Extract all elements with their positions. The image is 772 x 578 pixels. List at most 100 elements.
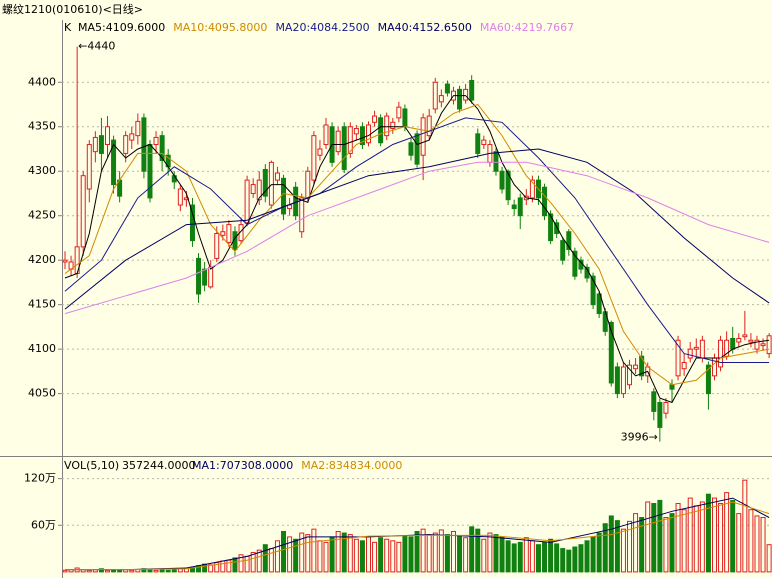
volume-bar xyxy=(329,536,335,573)
volume-tick-label: 60万 xyxy=(31,518,56,531)
legend-entry: MA10:4095.8000 xyxy=(173,21,267,34)
candle-body xyxy=(214,232,220,259)
volume-bar xyxy=(505,540,511,573)
candle-body xyxy=(572,250,578,277)
volume-bar xyxy=(584,540,590,573)
candle-body xyxy=(305,170,311,199)
candle-body xyxy=(262,168,268,197)
candle-body xyxy=(499,170,505,190)
header-label: K xyxy=(64,21,72,34)
volume-bar xyxy=(262,544,268,573)
candle-body xyxy=(335,130,341,153)
volume-bar xyxy=(681,509,687,573)
volume-bar xyxy=(529,540,535,573)
y-tick-label: 4200 xyxy=(28,253,56,266)
volume-bar xyxy=(396,541,402,573)
candle-body xyxy=(353,128,359,135)
volume-tick-label: 120万 xyxy=(24,472,56,485)
volume-bar xyxy=(366,536,371,573)
candle-body xyxy=(760,343,766,347)
volume-bar xyxy=(511,543,517,573)
volume-bar xyxy=(372,541,378,573)
volume-title: VOL(5,10) xyxy=(64,459,119,472)
candle-body xyxy=(141,117,147,172)
volume-bar xyxy=(481,538,487,573)
legend-entry: MA60:4219.7667 xyxy=(480,21,574,34)
volume-bar xyxy=(596,532,602,573)
volume-bar xyxy=(620,528,626,573)
candle-body xyxy=(669,384,675,390)
volume-bar xyxy=(238,554,244,573)
volume-bar xyxy=(353,538,359,573)
candle-body xyxy=(159,135,165,162)
candle-body xyxy=(341,126,347,170)
candle-body xyxy=(111,139,117,186)
y-tick-label: 4350 xyxy=(28,120,56,133)
volume-bar xyxy=(444,534,450,573)
candle-body xyxy=(505,170,511,201)
annotation: ←4440 xyxy=(78,40,115,53)
volume-bar xyxy=(378,537,384,573)
volume-bar xyxy=(220,560,226,573)
candle-body xyxy=(736,337,742,343)
volume-bar xyxy=(317,540,323,573)
volume-bar xyxy=(129,569,135,573)
candle-body xyxy=(590,275,596,306)
candle-body xyxy=(651,391,657,412)
volume-bar xyxy=(323,541,329,573)
candle-body xyxy=(244,179,250,224)
candle-body xyxy=(250,184,256,194)
volume-bar xyxy=(608,515,614,573)
volume-bar xyxy=(432,532,438,573)
candle-body xyxy=(220,231,226,236)
volume-bar xyxy=(548,538,554,573)
candle-body xyxy=(171,175,177,183)
volume-bar xyxy=(523,537,529,573)
candle-body xyxy=(517,197,523,217)
candle-body xyxy=(548,213,554,242)
volume-bar xyxy=(147,569,153,573)
volume-bar xyxy=(402,535,408,573)
volume-bar xyxy=(281,530,287,573)
volume-bar xyxy=(493,534,499,573)
chart-title: 螺纹1210(010610)<日线> xyxy=(2,2,143,16)
candle-body xyxy=(554,222,560,234)
volume-bar xyxy=(566,549,572,573)
volume-value: 357244.0000 xyxy=(122,459,195,472)
candle-body xyxy=(414,133,420,165)
volume-bar xyxy=(699,501,705,573)
candle-body xyxy=(463,88,469,101)
volume-bar xyxy=(420,528,426,573)
candle-body xyxy=(62,259,68,263)
volume-bar xyxy=(390,540,396,573)
volume-bar xyxy=(542,541,548,573)
volume-bar xyxy=(499,536,505,573)
candle-body xyxy=(147,144,153,199)
candle-body xyxy=(202,268,208,286)
candle-body xyxy=(742,334,748,338)
candle-body xyxy=(384,115,390,137)
candle-body xyxy=(444,83,450,94)
volume-bar xyxy=(287,536,293,573)
volume-bar xyxy=(730,499,736,573)
legend-entry: MA20:4084.2500 xyxy=(275,21,369,34)
candle-body xyxy=(226,224,232,243)
candle-body xyxy=(402,108,408,128)
volume-bar xyxy=(335,530,341,573)
candle-body xyxy=(596,293,602,315)
volume-bar xyxy=(535,544,541,573)
volume-bar xyxy=(226,559,232,573)
volume-bar xyxy=(250,551,256,573)
volume-bar xyxy=(86,569,92,573)
candle-body xyxy=(238,224,244,242)
volume-bar xyxy=(159,569,165,573)
candle-body xyxy=(675,339,681,377)
y-tick-label: 4250 xyxy=(28,209,56,222)
candle-body xyxy=(80,175,86,248)
candle-body xyxy=(693,346,699,350)
candle-body xyxy=(396,106,402,119)
volume-bar xyxy=(450,530,456,573)
volume-bar xyxy=(311,528,317,573)
ma-line xyxy=(64,103,770,386)
